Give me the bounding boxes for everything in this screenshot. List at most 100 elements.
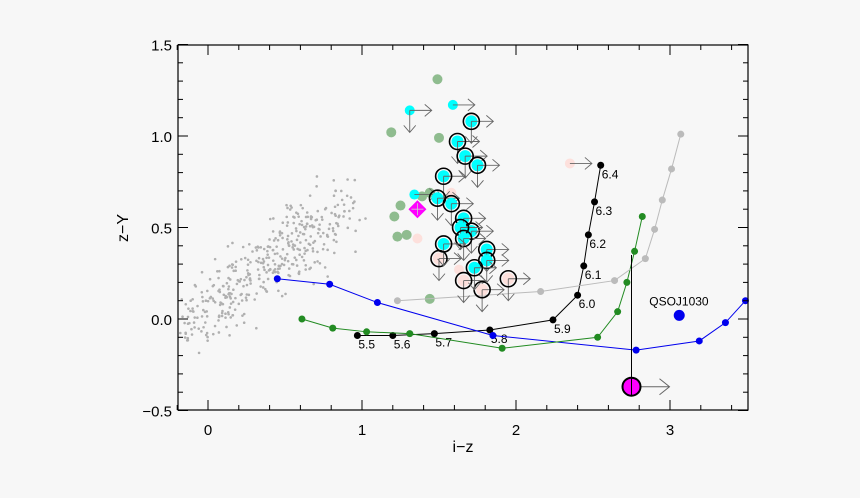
star-point: [286, 206, 289, 210]
y-tick-label: −0.5: [142, 404, 172, 421]
star-point: [333, 205, 337, 209]
star-point: [235, 324, 239, 327]
green-point: [434, 132, 444, 143]
star-point: [291, 246, 294, 249]
star-point: [287, 244, 291, 247]
star-point: [291, 243, 295, 246]
star-point: [334, 189, 337, 193]
candidate-ring: [462, 112, 481, 131]
star-point: [218, 290, 222, 294]
star-point: [249, 260, 252, 264]
star-point: [242, 284, 245, 288]
star-point: [326, 275, 329, 278]
candidate-ring: [434, 235, 453, 253]
star-point: [336, 224, 340, 228]
qso-redshift-track-point: [584, 231, 592, 239]
star-point: [213, 324, 217, 328]
star-point: [231, 300, 235, 304]
limit-arrow-right: [486, 254, 510, 267]
candidate-ring: [454, 229, 473, 248]
star-point: [248, 273, 252, 276]
star-point: [301, 206, 304, 210]
star-point: [257, 260, 260, 264]
star-point: [212, 299, 215, 303]
green-point: [401, 229, 412, 240]
star-point: [304, 268, 307, 271]
star-point: [213, 257, 217, 261]
star-point: [243, 256, 247, 260]
star-point: [245, 283, 249, 287]
green-track-point: [329, 324, 337, 332]
star-point: [206, 335, 209, 339]
star-point: [300, 255, 304, 259]
star-point: [323, 207, 327, 211]
star-point: [242, 312, 246, 316]
star-point: [179, 331, 182, 335]
star-point: [233, 308, 237, 311]
star-point: [271, 230, 275, 233]
star-point: [282, 263, 286, 267]
star-point: [297, 272, 301, 276]
qso-redshift-track-point: [389, 331, 397, 339]
star-point: [266, 249, 269, 253]
star-point: [261, 286, 265, 289]
star-point: [189, 299, 192, 303]
star-point: [280, 262, 284, 266]
star-point: [180, 298, 184, 301]
star-point: [228, 306, 232, 309]
star-point: [303, 252, 306, 255]
star-point: [200, 315, 204, 318]
star-point: [273, 270, 277, 274]
star-point: [277, 264, 281, 268]
star-point: [346, 178, 349, 181]
star-point: [321, 231, 325, 235]
blue-track-line: [277, 278, 746, 351]
star-point: [313, 261, 316, 264]
star-point: [273, 252, 277, 256]
star-point: [255, 249, 259, 252]
limit-arrow-right: [477, 158, 501, 172]
star-point: [196, 304, 199, 308]
candidate-ring: [434, 167, 453, 186]
star-point: [211, 332, 215, 336]
star-point: [333, 212, 337, 216]
star-point: [285, 224, 289, 227]
star-point: [237, 302, 241, 306]
star-point: [298, 222, 301, 226]
star-point: [317, 227, 320, 231]
star-point: [332, 238, 336, 242]
star-point: [220, 314, 224, 318]
star-point: [335, 221, 338, 225]
star-point: [280, 257, 284, 260]
star-point: [206, 289, 209, 293]
star-point: [295, 229, 298, 233]
star-point: [312, 241, 315, 244]
star-point: [186, 315, 190, 319]
star-point: [294, 258, 298, 262]
star-point: [225, 325, 228, 329]
star-point: [208, 277, 212, 281]
star-point: [302, 259, 306, 262]
star-point: [262, 247, 266, 251]
star-point: [245, 275, 248, 279]
star-point: [229, 316, 233, 319]
star-point: [325, 233, 329, 237]
star-point: [285, 215, 289, 219]
star-point: [245, 298, 248, 302]
gray-track-point: [537, 288, 545, 296]
x-tick-label: 0: [204, 422, 212, 439]
y-tick-label: 1.0: [151, 129, 172, 146]
limit-arrow-right: [482, 283, 505, 297]
star-point: [268, 238, 271, 241]
star-point: [309, 235, 313, 238]
star-point: [191, 297, 194, 301]
star-point: [353, 178, 357, 182]
star-point: [286, 259, 290, 263]
star-point: [257, 256, 261, 260]
star-point: [268, 217, 272, 221]
limit-arrow-right: [452, 98, 476, 112]
star-point: [221, 309, 224, 313]
limit-arrow-down: [403, 110, 417, 134]
star-point: [290, 232, 294, 235]
blue-track-point: [373, 299, 381, 307]
